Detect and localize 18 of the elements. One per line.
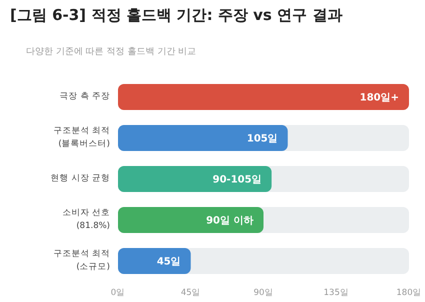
data-label: 105일 [246,134,278,145]
x-tick-label: 180일 [396,288,422,298]
y-tick-label: 현행 시장 균형 [50,174,110,184]
y-tick-label: 구조분석 최적 (블록버스터) [53,126,110,149]
x-tick-label: 135일 [324,288,349,298]
chart-title: [그림 6-3] 적정 홀드백 기간: 주장 vs 연구 결과 [10,6,342,25]
y-tick-label: 극장 측 주장 [60,92,110,102]
y-tick-label: 소비자 선호 (81.8%) [62,208,110,231]
data-label: 180일+ [360,92,399,104]
x-tick-label: 90일 [254,288,274,298]
data-label: 90일 이하 [206,216,254,227]
data-label: 45일 [156,256,181,268]
x-tick-label: 0일 [110,288,126,298]
chart-subtitle: 다양한 기준에 따른 적정 홀드백 기간 비교 [26,46,196,58]
bar [118,248,191,274]
data-label: 90-105일 [212,174,262,186]
x-tick-label: 45일 [180,288,201,298]
y-tick-label: 구조분석 최적 (소규모) [53,249,110,272]
